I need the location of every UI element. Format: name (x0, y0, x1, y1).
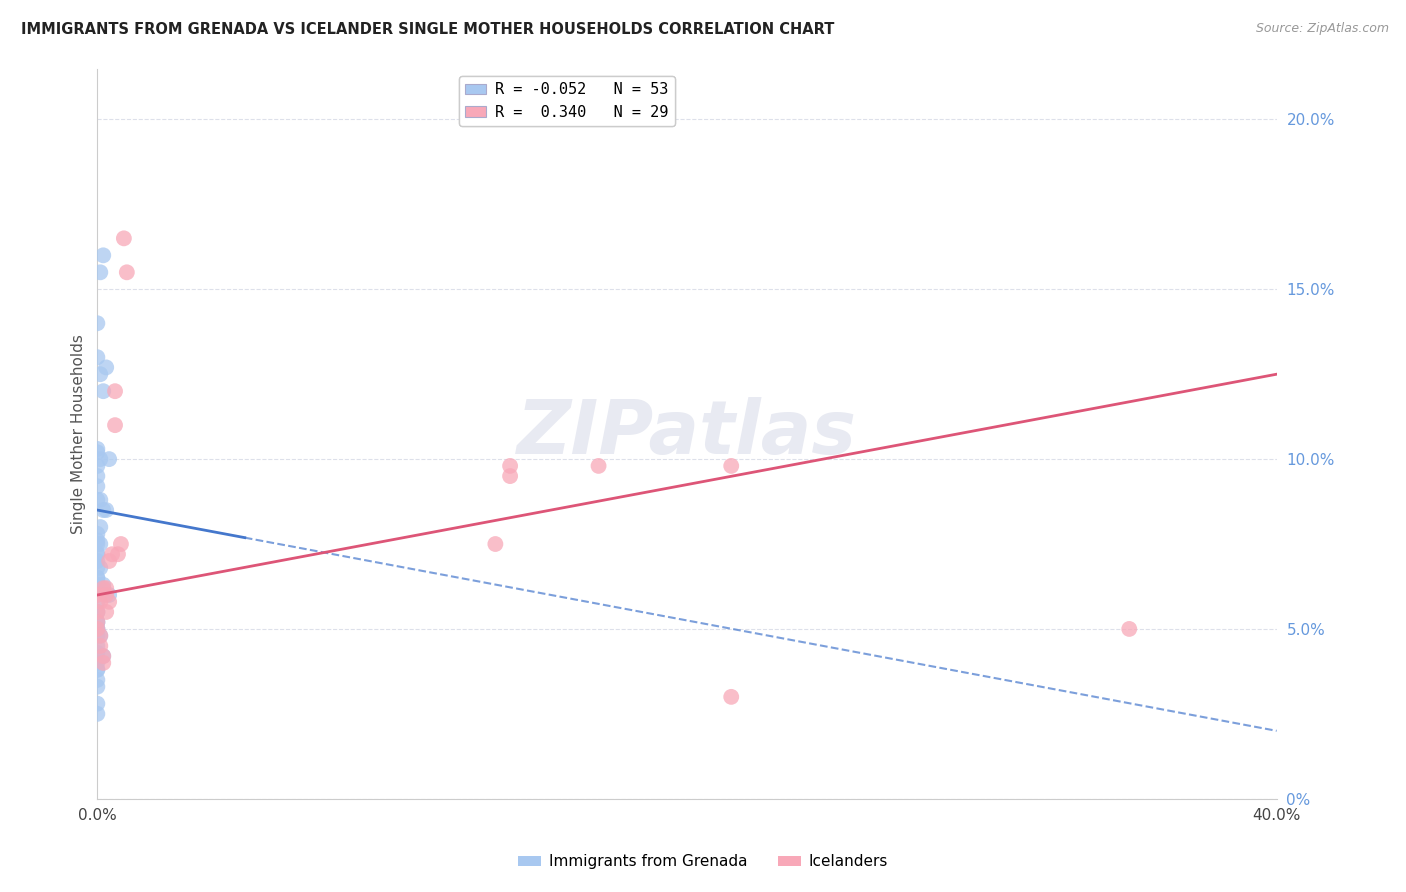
Point (89, 629, 111, 643)
Point (98, 554, 121, 568)
Point (86, 445, 108, 459)
Point (91, 656, 114, 670)
Point (91, 384, 114, 399)
Point (499, 469, 522, 483)
Point (98, 588, 121, 602)
Y-axis label: Single Mother Households: Single Mother Households (72, 334, 86, 533)
Point (89, 537, 111, 551)
Point (86, 492, 108, 507)
Point (86, 537, 108, 551)
Legend: Immigrants from Grenada, Icelanders: Immigrants from Grenada, Icelanders (512, 848, 894, 875)
Point (86, 615, 108, 629)
Point (484, 537, 506, 551)
Point (86, 622, 108, 636)
Point (104, 418, 127, 433)
Point (89, 452, 111, 467)
Point (86, 561, 108, 575)
Point (720, 458, 742, 473)
Point (115, 265, 138, 279)
Text: Source: ZipAtlas.com: Source: ZipAtlas.com (1256, 22, 1389, 36)
Point (86, 588, 108, 602)
Point (86, 697, 108, 711)
Point (91, 578, 114, 592)
Point (112, 231, 135, 245)
Point (86, 316, 108, 330)
Point (86, 646, 108, 660)
Text: IMMIGRANTS FROM GRENADA VS ICELANDER SINGLE MOTHER HOUSEHOLDS CORRELATION CHART: IMMIGRANTS FROM GRENADA VS ICELANDER SIN… (21, 22, 835, 37)
Point (104, 384, 127, 399)
Text: ZIPatlas: ZIPatlas (517, 397, 858, 470)
Point (86, 673, 108, 687)
Point (91, 649, 114, 664)
Point (86, 533, 108, 548)
Point (107, 547, 129, 561)
Point (588, 458, 610, 473)
Point (1118, 622, 1140, 636)
Point (89, 561, 111, 575)
Point (91, 503, 114, 517)
Point (91, 649, 114, 664)
Point (91, 248, 114, 262)
Point (86, 605, 108, 619)
Point (86, 605, 108, 619)
Point (86, 605, 108, 619)
Point (89, 265, 111, 279)
Point (86, 442, 108, 456)
Point (89, 595, 111, 609)
Point (86, 554, 108, 568)
Point (86, 656, 108, 670)
Point (86, 469, 108, 483)
Point (96, 581, 118, 595)
Point (86, 547, 108, 561)
Point (110, 537, 132, 551)
Point (720, 690, 742, 704)
Point (96, 503, 118, 517)
Point (89, 639, 111, 653)
Point (96, 605, 118, 619)
Point (89, 629, 111, 643)
Point (89, 520, 111, 534)
Point (86, 595, 108, 609)
Point (89, 581, 111, 595)
Point (86, 350, 108, 364)
Point (98, 452, 121, 467)
Point (86, 629, 108, 643)
Point (89, 368, 111, 382)
Point (86, 526, 108, 541)
Point (86, 706, 108, 721)
Point (499, 458, 522, 473)
Point (89, 492, 111, 507)
Point (86, 479, 108, 493)
Point (86, 639, 108, 653)
Point (86, 680, 108, 694)
Legend: R = -0.052   N = 53, R =  0.340   N = 29: R = -0.052 N = 53, R = 0.340 N = 29 (458, 76, 675, 126)
Point (86, 571, 108, 585)
Point (86, 622, 108, 636)
Point (86, 663, 108, 677)
Point (86, 615, 108, 629)
Point (96, 360, 118, 375)
Point (86, 547, 108, 561)
Point (96, 588, 118, 602)
Point (86, 458, 108, 473)
Point (86, 578, 108, 592)
Point (91, 581, 114, 595)
Point (86, 622, 108, 636)
Point (86, 615, 108, 629)
Point (86, 571, 108, 585)
Point (101, 547, 124, 561)
Point (98, 595, 121, 609)
Point (86, 663, 108, 677)
